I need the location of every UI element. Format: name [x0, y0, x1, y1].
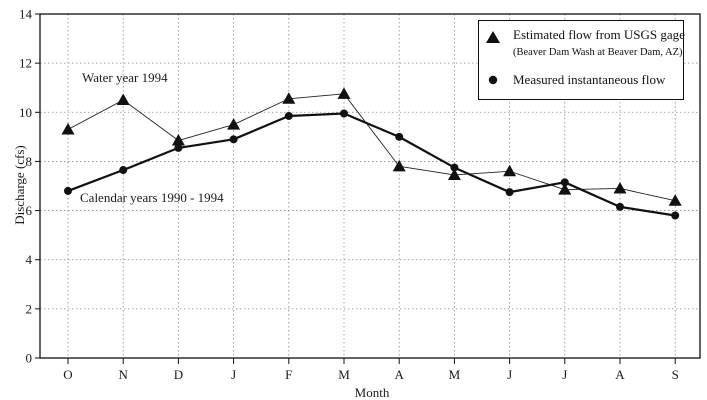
data-point-triangle [227, 118, 241, 130]
series-layer [61, 87, 682, 220]
data-point-triangle [447, 168, 461, 180]
data-point-circle [505, 188, 514, 197]
x-tick-label: J [562, 367, 567, 382]
data-point-circle [616, 202, 624, 211]
legend: Estimated flow from USGS gage (Beaver Da… [478, 20, 685, 100]
y-tick-label: 4 [26, 252, 33, 267]
data-point-circle [340, 109, 348, 118]
x-tick-label: N [119, 367, 129, 382]
data-point-triangle [558, 183, 572, 195]
tick-labels: 0 2 4 6 8 10 12 14 O N D J F M A M J J A S [19, 7, 679, 383]
x-tick-label: D [174, 367, 183, 382]
y-tick-label: 10 [19, 105, 32, 120]
x-tick-label: M [449, 367, 461, 382]
y-tick-label: 6 [26, 203, 33, 218]
data-point-circle [174, 143, 183, 152]
series-line-estimated [67, 93, 676, 202]
data-point-triangle [392, 159, 406, 172]
x-tick-label: F [285, 367, 292, 382]
data-point-triangle [282, 92, 296, 104]
data-point-triangle [116, 93, 130, 105]
x-tick-label: S [672, 367, 679, 382]
data-point-circle [560, 178, 569, 187]
legend-label-measured: Measured instantaneous flow [513, 72, 666, 87]
data-point-triangle [171, 134, 185, 146]
data-point-circle [395, 132, 404, 141]
y-axis-label: Discharge (cfs) [12, 145, 27, 225]
x-tick-label: A [615, 367, 625, 382]
data-point-triangle [61, 122, 75, 135]
data-point-circle [450, 163, 459, 172]
data-point-circle [64, 186, 72, 195]
x-tick-label: O [63, 367, 72, 382]
legend-sublabel-estimated: (Beaver Dam Wash at Beaver Dam, AZ) [513, 47, 683, 58]
y-tick-label: 8 [26, 154, 33, 169]
legend-triangle-icon [486, 31, 500, 43]
legend-label-estimated: Estimated flow from USGS gage [513, 27, 685, 42]
annotation-calendar-years: Calendar years 1990 - 1994 [80, 190, 224, 205]
x-tick-label: J [507, 367, 512, 382]
data-point-triangle [668, 194, 682, 206]
data-point-triangle [613, 181, 627, 194]
annotation-water-year: Water year 1994 [82, 70, 168, 85]
y-tick-label: 2 [26, 301, 33, 316]
x-axis-label: Month [355, 385, 390, 400]
series-line-measured [67, 112, 676, 217]
data-point-triangle [337, 87, 351, 99]
axes [35, 13, 701, 364]
x-tick-label: J [231, 367, 236, 382]
y-tick-label: 0 [26, 351, 33, 366]
data-point-circle [119, 166, 128, 175]
y-tick-label: 12 [19, 56, 32, 71]
data-point-circle [671, 211, 680, 220]
data-point-triangle [503, 164, 517, 177]
plot-frame [39, 13, 701, 359]
x-tick-label: A [395, 367, 405, 382]
y-tick-label: 14 [19, 7, 33, 22]
data-point-circle [229, 135, 238, 144]
x-tick-label: M [338, 367, 350, 382]
legend-circle-icon [488, 75, 498, 85]
data-point-circle [284, 111, 293, 120]
